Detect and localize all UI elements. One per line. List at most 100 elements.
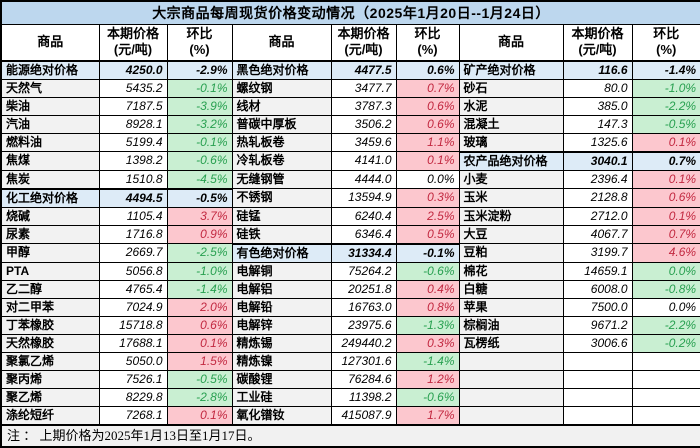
pct-change-cell: 0.1%	[395, 151, 460, 171]
price-cell: 23975.6	[330, 315, 397, 335]
commodity-name-cell: 黑色绝对价格	[231, 59, 332, 80]
price-cell: 75264.2	[330, 261, 397, 281]
price-cell: 6008.0	[562, 279, 633, 299]
commodity-name-cell	[458, 387, 564, 407]
pct-change-cell: -3.2%	[166, 114, 233, 134]
pct-column-header-g1: 环比 (%)	[166, 24, 233, 62]
table-row: 聚乙烯 8229.8 -2.8% 工业硅 11398.2 -0.6%	[0, 387, 700, 407]
table-row: 烧碱 1105.4 3.7% 硅锰 6240.4 2.5% 玉米淀粉 2712.0 0.1%	[0, 206, 700, 226]
table-row: 对二甲苯 7024.9 2.0% 电解铅 16763.0 0.8% 苹果 7500.0 0.0%	[0, 297, 700, 317]
price-cell: 3506.2	[330, 114, 397, 134]
table-row: 聚氯乙烯 5050.0 1.5% 精炼镍 127301.6 -1.4%	[0, 351, 700, 371]
commodity-name-cell: 电解铜	[231, 261, 332, 281]
commodity-name-cell: 玻璃	[458, 132, 564, 152]
commodity-name-cell: 硅锰	[231, 206, 332, 226]
commodity-name-cell: 烧碱	[0, 206, 100, 226]
commodity-name-cell: 棉花	[458, 261, 564, 281]
pct-change-cell: -0.6%	[395, 387, 460, 407]
price-cell: 1398.2	[98, 151, 168, 171]
pct-change-cell: -0.1%	[166, 132, 233, 152]
commodity-name-cell: 不锈钢	[231, 188, 332, 208]
pct-change-cell: 0.6%	[395, 114, 460, 134]
price-cell: 6240.4	[330, 206, 397, 226]
commodity-name-cell: 丁苯橡胶	[0, 315, 100, 335]
pct-change-cell: -2.2%	[631, 96, 700, 116]
commodity-name-cell: 精炼镍	[231, 351, 332, 371]
table-row: 天然橡胶 17688.1 0.1% 精炼锡 249440.2 0.3% 瓦楞纸 3006.6-…	[0, 333, 700, 353]
price-cell: 2128.8	[562, 188, 633, 208]
price-cell: 1510.8	[98, 169, 168, 189]
commodity-name-cell: 小麦	[458, 169, 564, 189]
commodity-name-cell: 天然气	[0, 78, 100, 98]
price-cell: 2712.0	[562, 206, 633, 226]
commodity-name-cell: 螺纹钢	[231, 78, 332, 98]
price-cell: 3040.1	[562, 150, 633, 171]
pct-change-cell: 1.5%	[166, 351, 233, 371]
pct-change-cell: 0.3%	[395, 188, 460, 208]
price-cell: 76284.6	[330, 369, 397, 389]
pct-change-cell: 0.6%	[395, 59, 460, 80]
price-cell: 8928.1	[98, 114, 168, 134]
price-cell: 3006.6	[562, 333, 633, 353]
price-cell: 7187.5	[98, 96, 168, 116]
price-cell: 7526.1	[98, 369, 168, 389]
price-cell	[562, 387, 633, 407]
table-row: 丁苯橡胶 15718.8 0.6% 电解锌 23975.6 -1.3% 棕榈油 9671.2-…	[0, 315, 700, 335]
price-cell: 80.0	[562, 78, 633, 98]
pct-change-cell: 0.6%	[395, 96, 460, 116]
price-cell: 4141.0	[330, 151, 397, 171]
footnote-text: 注 ： 上期价格为2025年1月13日至1月17日。	[0, 423, 700, 447]
commodity-name-cell: 聚氯乙烯	[0, 351, 100, 371]
price-cell: 1716.8	[98, 224, 168, 244]
price-cell: 14659.1	[562, 261, 633, 281]
price-cell: 8229.8	[98, 387, 168, 407]
price-cell: 17688.1	[98, 333, 168, 353]
pct-change-cell: -1.3%	[395, 315, 460, 335]
table-row: 甲醇 2669.7 -2.5% 有色绝对价格 31334.4 -0.1% 豆粕 3199.7 4…	[0, 242, 700, 263]
price-cell	[562, 369, 633, 389]
pct-change-cell	[631, 369, 700, 389]
commodity-name-cell: 棕榈油	[458, 315, 564, 335]
pct-change-cell: -1.0%	[631, 78, 700, 98]
price-cell: 3787.3	[330, 96, 397, 116]
commodity-name-cell: 聚丙烯	[0, 369, 100, 389]
commodity-name-cell: 甲醇	[0, 243, 100, 263]
commodity-name-cell: 硅铁	[231, 224, 332, 244]
price-cell: 1325.6	[562, 132, 633, 152]
table-row: 聚丙烯 7526.1 -0.5% 碳酸锂 76284.6 1.2%	[0, 369, 700, 389]
price-cell: 5435.2	[98, 78, 168, 98]
commodity-column-header-g1: 商品	[0, 24, 100, 62]
price-cell: 7268.1	[98, 405, 168, 425]
price-cell: 15718.8	[98, 315, 168, 335]
pct-change-cell: -0.5%	[166, 369, 233, 389]
price-cell: 9671.2	[562, 315, 633, 335]
pct-change-cell: 0.1%	[631, 169, 700, 189]
title-row: 大宗商品每周现货价格变动情况（2025年1月20日--1月24日）	[0, 0, 700, 25]
commodity-name-cell: 氧化镨钕	[231, 405, 332, 425]
price-cell: 1105.4	[98, 206, 168, 226]
pct-change-cell: 0.7%	[631, 150, 700, 171]
table-row: 焦煤 1398.2 -0.6% 冷轧板卷 4141.0 0.1% 农产品绝对价格 3040.1…	[0, 150, 700, 171]
price-cell: 4250.0	[98, 59, 168, 80]
price-cell: 3477.7	[330, 78, 397, 98]
pct-change-cell: 1.7%	[395, 405, 460, 425]
table-row: 焦炭 1510.8 -4.5% 无缝钢管 4444.0 0.0% 小麦 2396.4 0.1%	[0, 169, 700, 189]
pct-change-cell: -1.0%	[166, 261, 233, 281]
pct-change-cell: -0.2%	[631, 333, 700, 353]
commodity-name-cell: 普碳中厚板	[231, 114, 332, 134]
commodity-name-cell: 矿产绝对价格	[458, 59, 564, 80]
pct-change-cell: 0.8%	[395, 297, 460, 317]
commodity-name-cell: 精炼锡	[231, 333, 332, 353]
price-column-header-g3: 本期价格 (元/吨)	[562, 24, 633, 62]
commodity-name-cell: 砂石	[458, 78, 564, 98]
commodity-name-cell: 工业硅	[231, 387, 332, 407]
price-cell: 4444.0	[330, 169, 397, 189]
commodity-name-cell	[458, 351, 564, 371]
pct-change-cell: -0.5%	[166, 187, 233, 208]
commodity-name-cell: 天然橡胶	[0, 333, 100, 353]
price-cell: 5050.0	[98, 351, 168, 371]
commodity-name-cell: 聚乙烯	[0, 387, 100, 407]
price-cell: 16763.0	[330, 297, 397, 317]
pct-column-header-g3: 环比 (%)	[631, 24, 700, 62]
